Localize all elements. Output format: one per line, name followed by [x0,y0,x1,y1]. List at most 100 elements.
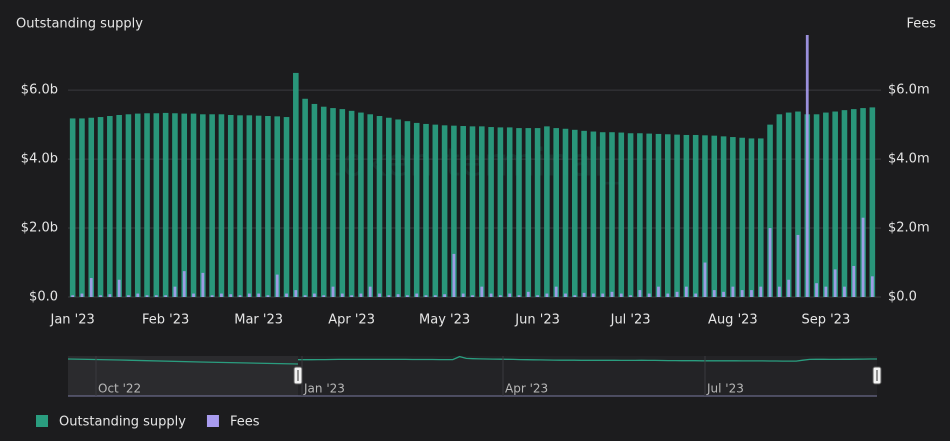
supply-bar [209,114,215,297]
supply-bar [227,114,234,298]
supply-bar [302,98,308,298]
fees-bar [591,293,595,297]
fees-bar [564,293,567,297]
supply-bar [748,138,755,297]
supply-bar [283,117,290,298]
supply-bar [432,124,439,297]
fees-bar [554,286,558,297]
supply-bar [869,107,876,297]
fees-bar [703,262,707,297]
fees-bar [666,293,670,297]
supply-bar [702,135,708,297]
x-tick-label: Jul '23 [610,313,651,328]
fees-bar [378,293,381,297]
supply-bar [69,118,76,297]
supply-bar [599,132,606,297]
supply-bar [265,116,271,298]
fees-bar [359,293,363,297]
supply-bar [813,114,820,297]
fees-bar [861,217,865,297]
x-tick-label: Sep '23 [801,313,850,328]
supply-bar [785,112,792,297]
y-tick-label: $0.0 [29,290,58,305]
supply-bar [358,112,364,297]
supply-bar [553,128,559,297]
fees-bar [480,286,484,297]
supply-bar [506,127,513,298]
fees-bar [619,293,623,297]
supply-bar [637,133,643,297]
supply-bar [246,115,253,297]
supply-bar [460,126,466,297]
fees-bar [108,294,112,297]
supply-bar [795,111,801,297]
fees-bar [322,295,326,297]
supply-bar [860,108,866,297]
fees-bar [406,295,409,297]
supply-bar [850,109,857,297]
supply-bar [97,117,104,298]
legend-label[interactable]: Outstanding supply [59,415,186,430]
fees-bar [601,293,605,297]
fees-bar [573,295,577,297]
supply-bar [172,113,178,297]
fees-bar [127,295,130,297]
fees-bar [164,295,168,297]
supply-bar [841,110,848,297]
fees-bar [210,295,214,297]
supply-bar [618,132,625,297]
legend-swatch[interactable] [36,415,48,427]
supply-bar [162,112,169,298]
x-tick-label: Apr '23 [328,313,375,328]
fees-bar [424,295,428,297]
supply-bar [823,112,829,297]
supply-bar [571,129,578,297]
supply-bar [423,123,429,297]
fees-bar [461,293,465,297]
supply-bar [757,138,764,297]
fees-bar [638,290,642,297]
fees-bar [815,283,818,297]
supply-bar [116,114,122,298]
fees-bar [731,286,735,297]
fees-bar [266,295,270,297]
left-axis-title: Outstanding supply [16,17,143,32]
fees-bar [805,35,809,297]
fees-bar [712,290,716,297]
legend-swatch[interactable] [206,415,219,427]
right-axis-title: Fees [906,17,936,32]
fees-bar [582,292,586,297]
fees-bar [182,271,186,297]
fees-bar [229,294,233,297]
navigator: Oct '22 Jan '23 Apr '23 Jul '23 [67,355,882,397]
fees-bar [517,295,521,297]
legend-label[interactable]: Fees [230,415,260,430]
supply-bar [692,134,699,297]
x-tick-label: May '23 [419,313,470,328]
fees-bar [545,293,549,297]
supply-bar [609,132,615,297]
supply-bar [395,119,401,297]
fees-bar [387,295,391,297]
supply-bar [413,122,420,297]
navigator-history [67,358,299,365]
fees-bar [787,279,791,297]
supply-bar [320,106,327,297]
fees-bar [173,286,177,297]
fees-bar [833,269,837,297]
y2-tick-label: $2.0m [888,221,930,236]
supply-bar [664,134,671,297]
fees-bar [247,293,251,297]
supply-bar [674,134,680,297]
supply-bar [479,126,485,298]
supply-bar [544,126,550,298]
fees-bar [536,295,539,297]
navigator-label: Jan '23 [303,382,345,396]
supply-bar [274,116,281,297]
fees-bar [824,286,828,297]
fees-bar [740,290,744,297]
supply-bar [730,137,736,297]
supply-bar [469,126,476,298]
x-tick-label: Jun '23 [514,313,560,328]
supply-bar [497,127,504,298]
